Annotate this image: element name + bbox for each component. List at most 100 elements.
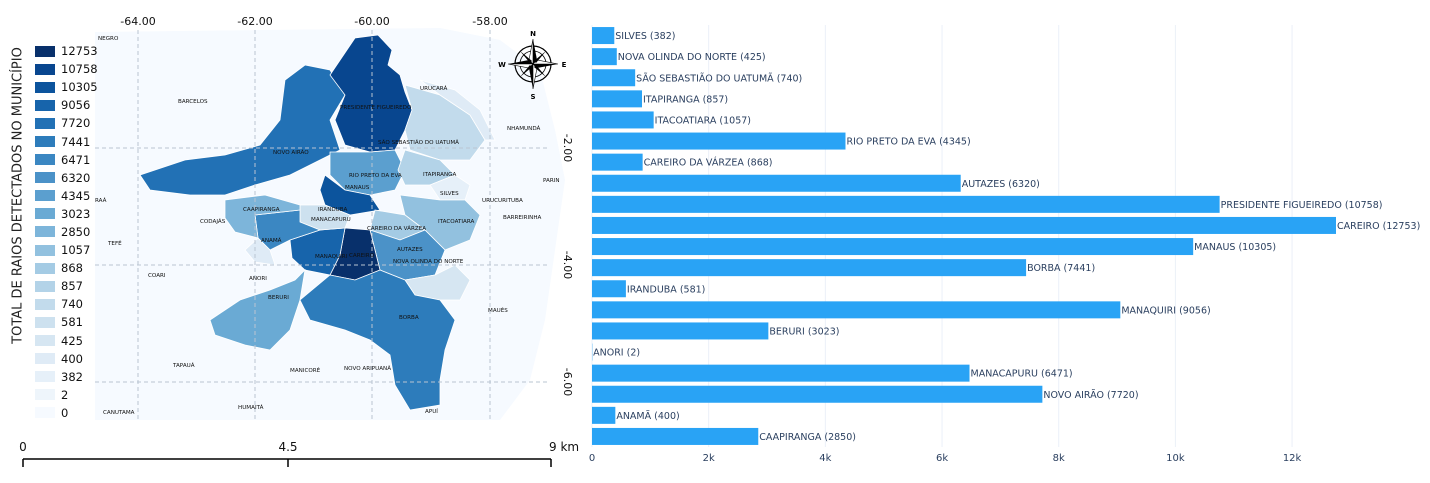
lon-tick: -58.00: [472, 15, 507, 28]
legend-value: 4345: [61, 189, 90, 203]
bar[interactable]: [592, 238, 1193, 255]
bar-data-label: CAREIRO (12753): [1337, 221, 1420, 232]
x-tick-label: 0: [589, 453, 595, 464]
map-label: CANUTAMA: [103, 410, 135, 416]
legend-value: 581: [61, 315, 83, 329]
bar[interactable]: [592, 90, 642, 107]
legend-item: 4345: [35, 187, 98, 205]
legend-item: 857: [35, 277, 98, 295]
bar-data-label: ITAPIRANGA (857): [643, 94, 728, 105]
map-label: ITAPIRANGA: [423, 172, 456, 178]
legend-item: 400: [35, 350, 98, 368]
bar[interactable]: [592, 301, 1120, 318]
legend-value: 857: [61, 279, 83, 293]
bar[interactable]: [592, 196, 1220, 213]
scale-bar-mid: 4.5: [278, 440, 297, 454]
legend-value: 2: [61, 388, 68, 402]
bar[interactable]: [592, 154, 643, 171]
legend-item: 868: [35, 259, 98, 277]
bar[interactable]: [592, 386, 1042, 403]
legend-swatch: [35, 263, 55, 274]
legend-value: 3023: [61, 207, 90, 221]
legend-item: 3023: [35, 205, 98, 223]
legend-item: 6320: [35, 169, 98, 187]
legend-item: 740: [35, 295, 98, 313]
bar[interactable]: [592, 27, 614, 44]
compass-e: E: [562, 61, 567, 69]
map-label: BERURI: [268, 295, 289, 301]
bar[interactable]: [592, 259, 1026, 276]
map-label: APUÍ: [425, 408, 438, 415]
x-tick-label: 8k: [1053, 453, 1065, 464]
legend-swatch: [35, 46, 55, 57]
legend-swatch: [35, 353, 55, 364]
bar[interactable]: [592, 175, 961, 192]
bar-data-label: CAAPIRANGA (2850): [759, 432, 856, 443]
map-label: SÃO SEBASTIÃO DO UATUMÃ: [378, 139, 459, 146]
bar[interactable]: [592, 217, 1336, 234]
bar-data-label: BORBA (7441): [1027, 263, 1095, 274]
legend-value: 425: [61, 334, 83, 348]
legend-swatch: [35, 317, 55, 328]
map-label: ANAMÃ: [261, 237, 282, 244]
bar-data-label: ITACOATIARA (1057): [655, 115, 751, 126]
legend-item: 1057: [35, 241, 98, 259]
legend-swatch: [35, 208, 55, 219]
bar-data-label: ANORI (2): [593, 348, 640, 359]
legend-item: 10758: [35, 60, 98, 78]
scale-bar: 0 4.5 9 km: [19, 440, 579, 467]
bar-data-label: MANACAPURU (6471): [971, 369, 1073, 380]
legend-item: 12753: [35, 42, 98, 60]
legend-value: 2850: [61, 225, 90, 239]
x-tick-label: 6k: [936, 453, 948, 464]
legend-swatch: [35, 245, 55, 256]
legend-value: 868: [61, 261, 83, 275]
legend-item: 382: [35, 368, 98, 386]
bar[interactable]: [592, 280, 626, 297]
bar[interactable]: [592, 322, 768, 339]
map-label: AUTAZES: [397, 247, 423, 253]
map-label: ITACOATIARA: [438, 219, 475, 225]
map-label: URUCARÁ: [420, 85, 447, 92]
legend-swatch: [35, 299, 55, 310]
map-label: NEGRO: [98, 36, 119, 42]
bar[interactable]: [592, 407, 615, 424]
bar[interactable]: [592, 133, 845, 150]
legend-item: 7720: [35, 114, 98, 132]
legend-swatch: [35, 154, 55, 165]
legend-item: 7441: [35, 132, 98, 150]
map-label: SILVES: [440, 191, 459, 197]
bar[interactable]: [592, 111, 654, 128]
map-label: CAREIRO DA VÁRZEA: [367, 225, 426, 232]
map-label: NOVO AIRÃO: [273, 149, 309, 156]
bar-data-label: RIO PRETO DA EVA (4345): [846, 137, 970, 148]
bar-data-label: NOVO AIRÃO (7720): [1043, 390, 1138, 401]
map-label: URUCURITUBA: [482, 198, 523, 204]
bar-data-label: NOVA OLINDA DO NORTE (425): [618, 52, 766, 63]
bar-data-label: BERURI (3023): [769, 326, 839, 337]
map-label: COARI: [148, 273, 166, 279]
legend-value: 740: [61, 297, 83, 311]
legend-value: 1057: [61, 243, 90, 257]
x-tick-label: 12k: [1283, 453, 1302, 464]
x-tick-label: 2k: [703, 453, 715, 464]
bar-chart-panel: SILVES (382)NOVA OLINDA DO NORTE (425)SÃ…: [585, 0, 1430, 479]
map-label: HUMAITÁ: [238, 404, 264, 411]
compass-s: S: [530, 93, 535, 101]
bar[interactable]: [592, 48, 617, 65]
bar[interactable]: [592, 365, 970, 382]
lat-tick: -6.00: [561, 368, 574, 396]
map-label: BARCELOS: [178, 99, 208, 105]
bar-chart: SILVES (382)NOVA OLINDA DO NORTE (425)SÃ…: [585, 0, 1430, 479]
legend-swatch: [35, 371, 55, 382]
bar[interactable]: [592, 428, 758, 445]
map-label: BARREIRINHA: [503, 215, 542, 221]
legend-value: 10305: [61, 80, 98, 94]
map-label: TEFÉ: [107, 239, 122, 247]
legend-item: 425: [35, 332, 98, 350]
legend-swatch: [35, 389, 55, 400]
bar[interactable]: [592, 69, 635, 86]
legend-item: 9056: [35, 96, 98, 114]
legend-swatch: [35, 172, 55, 183]
